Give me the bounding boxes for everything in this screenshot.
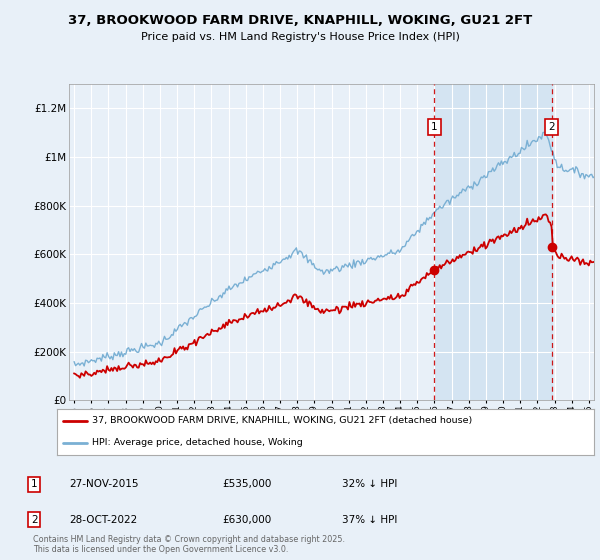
- Text: £535,000: £535,000: [222, 479, 271, 489]
- Text: 27-NOV-2015: 27-NOV-2015: [69, 479, 139, 489]
- Text: 32% ↓ HPI: 32% ↓ HPI: [342, 479, 397, 489]
- Text: 37, BROOKWOOD FARM DRIVE, KNAPHILL, WOKING, GU21 2FT: 37, BROOKWOOD FARM DRIVE, KNAPHILL, WOKI…: [68, 14, 532, 27]
- Text: This data is licensed under the Open Government Licence v3.0.: This data is licensed under the Open Gov…: [33, 545, 289, 554]
- Text: 2: 2: [548, 122, 555, 132]
- Text: Contains HM Land Registry data © Crown copyright and database right 2025.: Contains HM Land Registry data © Crown c…: [33, 535, 345, 544]
- Text: 1: 1: [31, 479, 38, 489]
- Text: HPI: Average price, detached house, Woking: HPI: Average price, detached house, Woki…: [92, 438, 302, 447]
- Text: Price paid vs. HM Land Registry's House Price Index (HPI): Price paid vs. HM Land Registry's House …: [140, 32, 460, 42]
- Text: 2: 2: [31, 515, 38, 525]
- Text: 37, BROOKWOOD FARM DRIVE, KNAPHILL, WOKING, GU21 2FT (detached house): 37, BROOKWOOD FARM DRIVE, KNAPHILL, WOKI…: [92, 416, 472, 425]
- Text: 28-OCT-2022: 28-OCT-2022: [69, 515, 137, 525]
- Text: 37% ↓ HPI: 37% ↓ HPI: [342, 515, 397, 525]
- Text: £630,000: £630,000: [222, 515, 271, 525]
- Text: 1: 1: [431, 122, 438, 132]
- Bar: [434, 84, 551, 400]
